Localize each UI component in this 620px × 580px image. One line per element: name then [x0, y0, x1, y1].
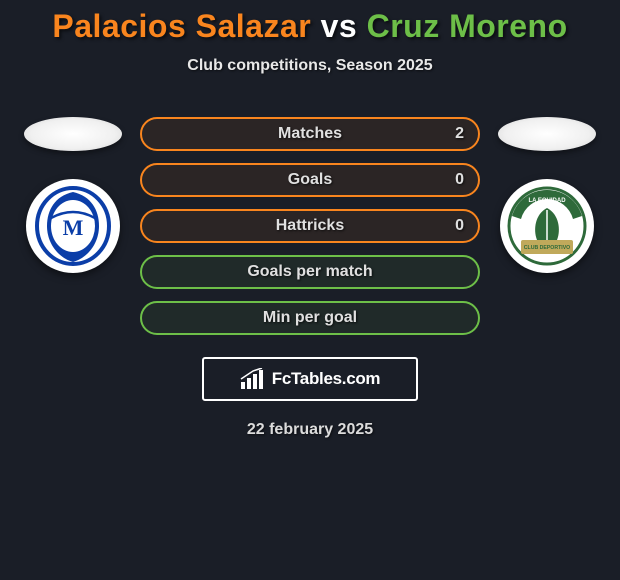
title-player1: Palacios Salazar — [52, 8, 311, 44]
stat-label: Goals per match — [247, 263, 372, 281]
stat-pill: Hattricks 0 — [140, 209, 480, 243]
title-player2: Cruz Moreno — [367, 8, 568, 44]
bar-chart-icon — [240, 368, 266, 390]
main-row: M Matches 2 Goals 0 Hattricks 0 Goals per matc… — [0, 117, 620, 335]
club-logo-right: LA EQUIDAD CLUB DEPORTIVO — [500, 179, 594, 273]
stat-pill: Min per goal — [140, 301, 480, 335]
stat-pill: Goals 0 — [140, 163, 480, 197]
right-column: LA EQUIDAD CLUB DEPORTIVO — [492, 117, 602, 273]
stat-pill: Goals per match — [140, 255, 480, 289]
svg-text:M: M — [63, 215, 84, 240]
subtitle: Club competitions, Season 2025 — [0, 57, 620, 75]
millonarios-logo-icon: M — [33, 186, 113, 266]
brand-label: FcTables.com — [272, 369, 381, 389]
stat-pill: Matches 2 — [140, 117, 480, 151]
stat-label: Min per goal — [263, 309, 357, 327]
player2-silhouette — [498, 117, 596, 151]
stat-label: Goals — [288, 171, 332, 189]
player1-silhouette — [24, 117, 122, 151]
brand-box: FcTables.com — [202, 357, 418, 401]
title-vs: vs — [321, 8, 358, 44]
page-title: Palacios Salazar vs Cruz Moreno — [0, 8, 620, 45]
club-logo-left: M — [26, 179, 120, 273]
svg-text:CLUB DEPORTIVO: CLUB DEPORTIVO — [524, 245, 570, 251]
la-equidad-logo-icon: LA EQUIDAD CLUB DEPORTIVO — [507, 186, 587, 266]
stat-label: Matches — [278, 125, 342, 143]
svg-text:LA EQUIDAD: LA EQUIDAD — [528, 198, 566, 204]
stat-right-value: 0 — [455, 217, 464, 235]
comparison-card: Palacios Salazar vs Cruz Moreno Club com… — [0, 0, 620, 439]
stat-right-value: 0 — [455, 171, 464, 189]
stat-label: Hattricks — [276, 217, 344, 235]
stats-column: Matches 2 Goals 0 Hattricks 0 Goals per match M… — [140, 117, 480, 335]
date-label: 22 february 2025 — [0, 421, 620, 439]
left-column: M — [18, 117, 128, 273]
stat-right-value: 2 — [455, 125, 464, 143]
